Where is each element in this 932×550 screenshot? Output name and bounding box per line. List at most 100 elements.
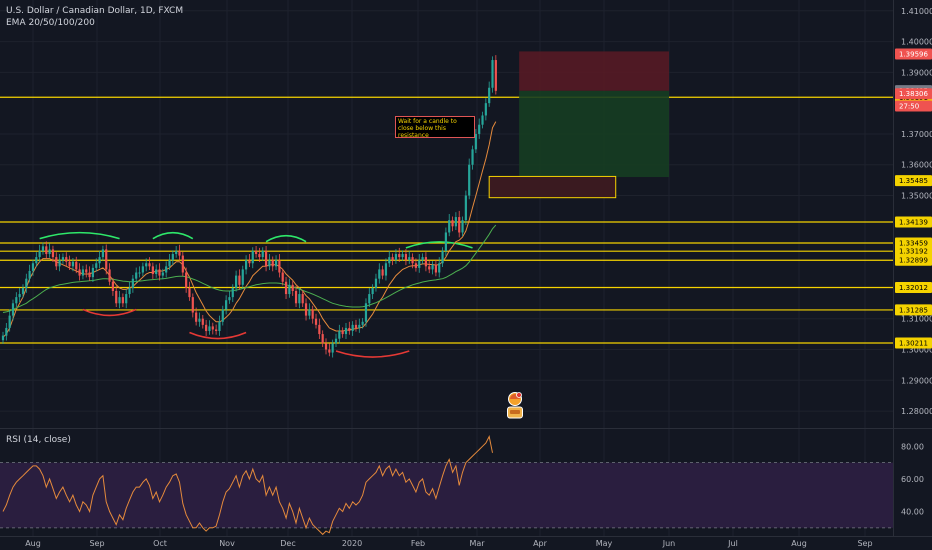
trophy-badge-icon	[507, 392, 523, 419]
candle-body	[208, 326, 211, 332]
candle-body	[264, 250, 268, 267]
candle-body	[51, 249, 55, 258]
candle-body	[235, 275, 238, 288]
candle-body	[451, 220, 454, 227]
candle-body	[141, 266, 144, 273]
levels	[0, 96, 893, 529]
candle-body	[28, 270, 31, 279]
candle-body	[85, 269, 88, 273]
candle-body	[361, 321, 364, 325]
candle-body	[308, 309, 311, 316]
pattern-bottom-arc	[82, 308, 137, 317]
candle-body	[135, 272, 138, 279]
price-tag-label: 1.38306	[899, 90, 928, 98]
candle-body	[444, 232, 447, 251]
candle-body	[408, 257, 411, 261]
price-tag-label: 1.33459	[899, 239, 928, 247]
candle-body	[101, 249, 104, 258]
candle-body	[474, 133, 477, 150]
pattern-top-arc	[39, 231, 120, 240]
price-tag-label: 1.32012	[899, 284, 928, 292]
candle-body	[368, 294, 371, 304]
price-axis[interactable]: 1.41000 1.40000 1.39000 1.37000 1.36000 1.350…	[901, 7, 932, 517]
candle-body	[268, 260, 271, 267]
candle-body	[364, 303, 368, 322]
candle-body	[68, 261, 71, 267]
candle-body	[241, 269, 244, 285]
candle-body	[61, 257, 65, 261]
candle-body	[348, 327, 351, 332]
time-axis[interactable]: Aug Sep Oct Nov Dec 2020 Feb Mar Apr May Jun Jul Aug…	[25, 539, 872, 548]
candle-body	[105, 249, 108, 270]
candle-body	[461, 220, 464, 233]
candle-body	[448, 220, 451, 233]
candle-body	[115, 290, 118, 304]
pattern-bottom-arc	[335, 350, 410, 358]
candle-body	[231, 287, 234, 298]
candle-body	[284, 281, 288, 295]
candle-body	[328, 349, 331, 353]
candle-body	[491, 60, 494, 88]
candle-body	[138, 272, 141, 274]
price-labels: 1.395961.381911.384051.3830627:501.35485…	[895, 48, 932, 349]
candle-body	[244, 260, 248, 270]
candle-body	[18, 294, 21, 298]
time-tick-label: 2020	[342, 539, 362, 548]
candle-body	[125, 294, 128, 304]
candle-body	[205, 324, 208, 332]
candle-body	[254, 250, 258, 255]
candle-body	[358, 324, 361, 328]
candle-body	[291, 284, 294, 291]
candle-body	[351, 324, 354, 332]
candle-body	[378, 269, 381, 279]
candle-body	[288, 284, 291, 295]
candle-body	[111, 281, 114, 291]
candle-body	[175, 250, 178, 255]
candle-body	[108, 269, 111, 282]
candle-body	[161, 272, 164, 276]
time-tick-label: Aug	[791, 539, 807, 548]
candle-body	[324, 343, 328, 350]
candle-body	[148, 263, 151, 267]
candle-body	[171, 254, 174, 261]
candle-body	[334, 338, 338, 344]
time-tick-label: Jul	[727, 539, 738, 548]
candle-body	[91, 267, 95, 278]
ema-lines	[2, 121, 497, 338]
annotation-note[interactable]: Wait for a candle to close below this re…	[395, 116, 475, 139]
candle-body	[1, 335, 5, 341]
price-tag	[895, 337, 932, 349]
candle-body	[388, 257, 391, 264]
candle-body	[201, 318, 204, 325]
candle-body	[25, 278, 28, 288]
candle-body	[215, 329, 218, 332]
price-tick-label: 1.36000	[901, 161, 932, 170]
pattern-top-arc	[405, 241, 473, 249]
candle-body	[464, 195, 467, 221]
price-tag-label: 1.32899	[899, 257, 928, 265]
candle-body	[128, 287, 131, 295]
price-tag	[895, 216, 932, 228]
price-tag	[895, 304, 932, 316]
candle-body	[468, 164, 471, 196]
price-tag	[895, 245, 932, 257]
pattern-bottom-arc	[189, 331, 247, 340]
candle-body	[381, 269, 384, 276]
candle-body	[15, 297, 18, 304]
candle-body	[118, 297, 121, 304]
candle-body	[218, 321, 221, 332]
candle-body	[31, 263, 35, 271]
candles	[1, 55, 497, 358]
candle-body	[168, 260, 171, 267]
time-tick-label: Feb	[411, 539, 425, 548]
candle-body	[341, 331, 344, 335]
candle-body	[45, 246, 48, 255]
candle-body	[155, 269, 158, 275]
candle-body	[478, 124, 481, 134]
candle-body	[274, 260, 278, 267]
price-tick-label: 1.40000	[901, 38, 932, 47]
candle-body	[434, 264, 437, 273]
candle-body	[98, 257, 101, 264]
